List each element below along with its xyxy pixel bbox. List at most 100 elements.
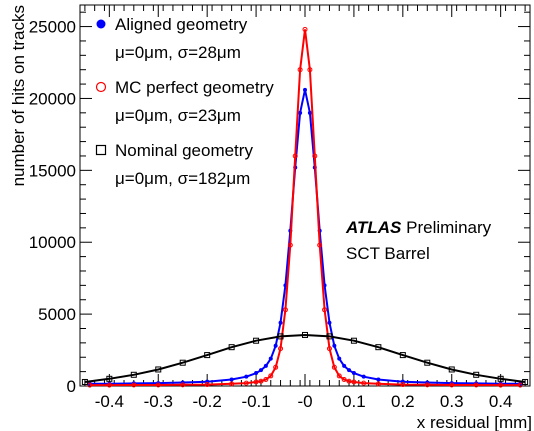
x-tick-label: 0.4 <box>489 392 513 411</box>
data-point <box>346 378 352 384</box>
data-point <box>292 153 298 159</box>
data-point <box>253 337 260 344</box>
data-point <box>341 377 347 383</box>
data-point <box>155 366 162 373</box>
data-point <box>350 337 357 344</box>
y-tick-label: 5000 <box>38 305 76 324</box>
data-point <box>327 320 332 325</box>
data-point <box>322 307 328 313</box>
data-point <box>268 373 274 379</box>
atlas-label: ATLAS Preliminary <box>345 218 492 237</box>
data-point <box>307 67 313 73</box>
data-point <box>326 333 333 340</box>
data-point <box>287 242 293 248</box>
status-label: Preliminary <box>406 218 492 237</box>
y-tick-label: 10000 <box>29 233 76 252</box>
data-point <box>106 382 112 388</box>
detector-label: SCT Barrel <box>346 244 430 263</box>
data-point <box>326 346 332 352</box>
data-point <box>273 343 278 348</box>
legend-series-stats: μ=0μm, σ=23μm <box>115 106 241 125</box>
data-point <box>361 374 366 379</box>
data-point <box>254 371 259 376</box>
data-point <box>263 363 268 368</box>
series-curve <box>89 29 521 387</box>
data-point <box>522 378 529 385</box>
legend: Aligned geometry μ=0μm, σ=28μm MC perfect … <box>95 15 274 188</box>
data-point <box>361 380 367 386</box>
data-point <box>180 382 186 388</box>
x-tick-label: 0.3 <box>440 392 464 411</box>
series-2 <box>81 331 529 385</box>
data-point <box>258 378 264 384</box>
x-tick-label: -0 <box>297 392 312 411</box>
data-point <box>229 381 235 387</box>
data-point <box>130 371 137 378</box>
data-point <box>204 352 211 359</box>
data-point <box>448 366 455 373</box>
data-point <box>347 368 352 373</box>
data-point <box>376 377 381 382</box>
data-point <box>375 344 382 351</box>
x-tick-label: -0.3 <box>144 392 173 411</box>
data-point <box>155 382 161 388</box>
data-point <box>337 356 342 361</box>
data-point <box>263 377 269 383</box>
x-tick-label: -0.4 <box>95 392 124 411</box>
data-point <box>253 379 259 385</box>
data-point <box>179 359 186 366</box>
data-point <box>302 331 308 338</box>
data-point <box>282 307 288 313</box>
data-point <box>517 382 523 388</box>
data-point <box>424 382 430 388</box>
data-point <box>204 382 210 388</box>
y-tick-label: 0 <box>67 377 76 396</box>
x-tick-label: 0.1 <box>342 392 366 411</box>
data-point <box>273 364 279 370</box>
x-tick-label: -0.2 <box>193 392 222 411</box>
data-point <box>298 110 303 115</box>
data-point <box>87 382 93 388</box>
legend-series-name: MC perfect geometry <box>115 78 274 97</box>
x-tick-label: -0.1 <box>241 392 270 411</box>
data-point <box>228 344 235 351</box>
data-point <box>400 382 406 388</box>
plot-frame <box>79 4 531 387</box>
data-point <box>106 375 113 382</box>
data-point <box>278 320 283 325</box>
data-point <box>297 67 303 73</box>
legend-marker-square <box>95 144 107 156</box>
data-point <box>449 382 455 388</box>
x-tick-label: 0.2 <box>391 392 415 411</box>
y-tick-label: 25000 <box>29 18 76 37</box>
data-point <box>424 359 431 366</box>
data-point <box>243 380 249 386</box>
data-point <box>473 382 479 388</box>
y-tick-label: 20000 <box>29 89 76 108</box>
data-marks <box>81 26 529 388</box>
data-point <box>351 379 357 385</box>
axis-ticks: -0.4 -0.3 -0.2 -0.1 -0 0.1 0.2 0.3 0.4 0 5000 10000… <box>29 5 530 411</box>
legend-series-stats: μ=0μm, σ=182μm <box>115 169 250 188</box>
data-point <box>342 363 347 368</box>
data-point <box>81 378 88 385</box>
data-point <box>473 371 480 378</box>
y-axis-title: number of hits on tracks <box>9 5 28 186</box>
series-0 <box>87 87 523 386</box>
data-point <box>498 382 504 388</box>
experiment-label: ATLAS <box>345 218 402 237</box>
data-point <box>331 364 337 370</box>
x-axis-title: x residual [mm] <box>417 413 532 431</box>
data-point <box>258 368 263 373</box>
data-point <box>278 346 284 352</box>
legend-series-name: Aligned geometry <box>115 15 248 34</box>
legend-series-name: Nominal geometry <box>115 141 253 160</box>
data-point <box>131 382 137 388</box>
data-point <box>317 242 323 248</box>
data-point <box>302 26 308 32</box>
legend-marker-open-circle <box>95 81 107 93</box>
data-point <box>332 343 337 348</box>
legend-marker-filled-circle <box>96 19 106 29</box>
data-point <box>497 375 504 382</box>
